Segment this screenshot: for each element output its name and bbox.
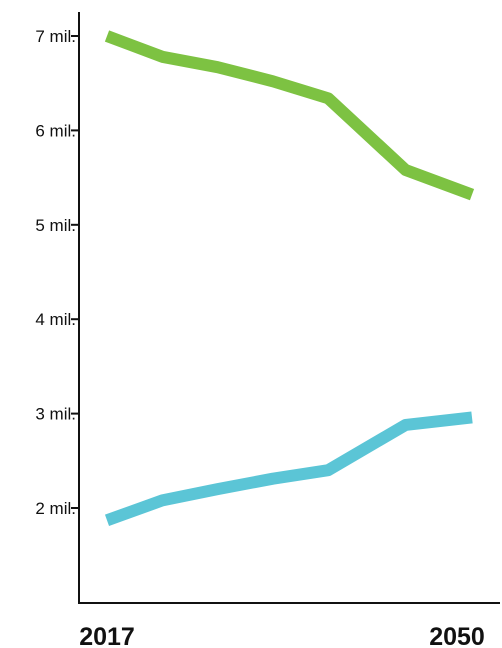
y-tick-label: 3 mil.	[35, 405, 76, 424]
axes	[78, 12, 500, 604]
y-tick-label: 7 mil.	[35, 27, 76, 46]
x-tick-labels: 2017 2050	[79, 623, 485, 648]
y-tick-label: 6 mil.	[35, 121, 76, 140]
y-tick-label: 4 mil.	[35, 310, 76, 329]
y-tick-marks	[71, 35, 79, 509]
y-tick-label: 5 mil.	[35, 216, 76, 235]
y-tick-labels: 2 mil. 3 mil. 4 mil. 5 mil. 6 mil. 7 mil.	[35, 27, 76, 518]
x-tick-label: 2017	[79, 623, 135, 648]
series-line-2	[104, 411, 473, 526]
series-lines	[104, 30, 475, 526]
y-tick-label: 2 mil.	[35, 499, 76, 518]
x-tick-label: 2050	[429, 623, 485, 648]
series-line-1	[104, 30, 475, 201]
